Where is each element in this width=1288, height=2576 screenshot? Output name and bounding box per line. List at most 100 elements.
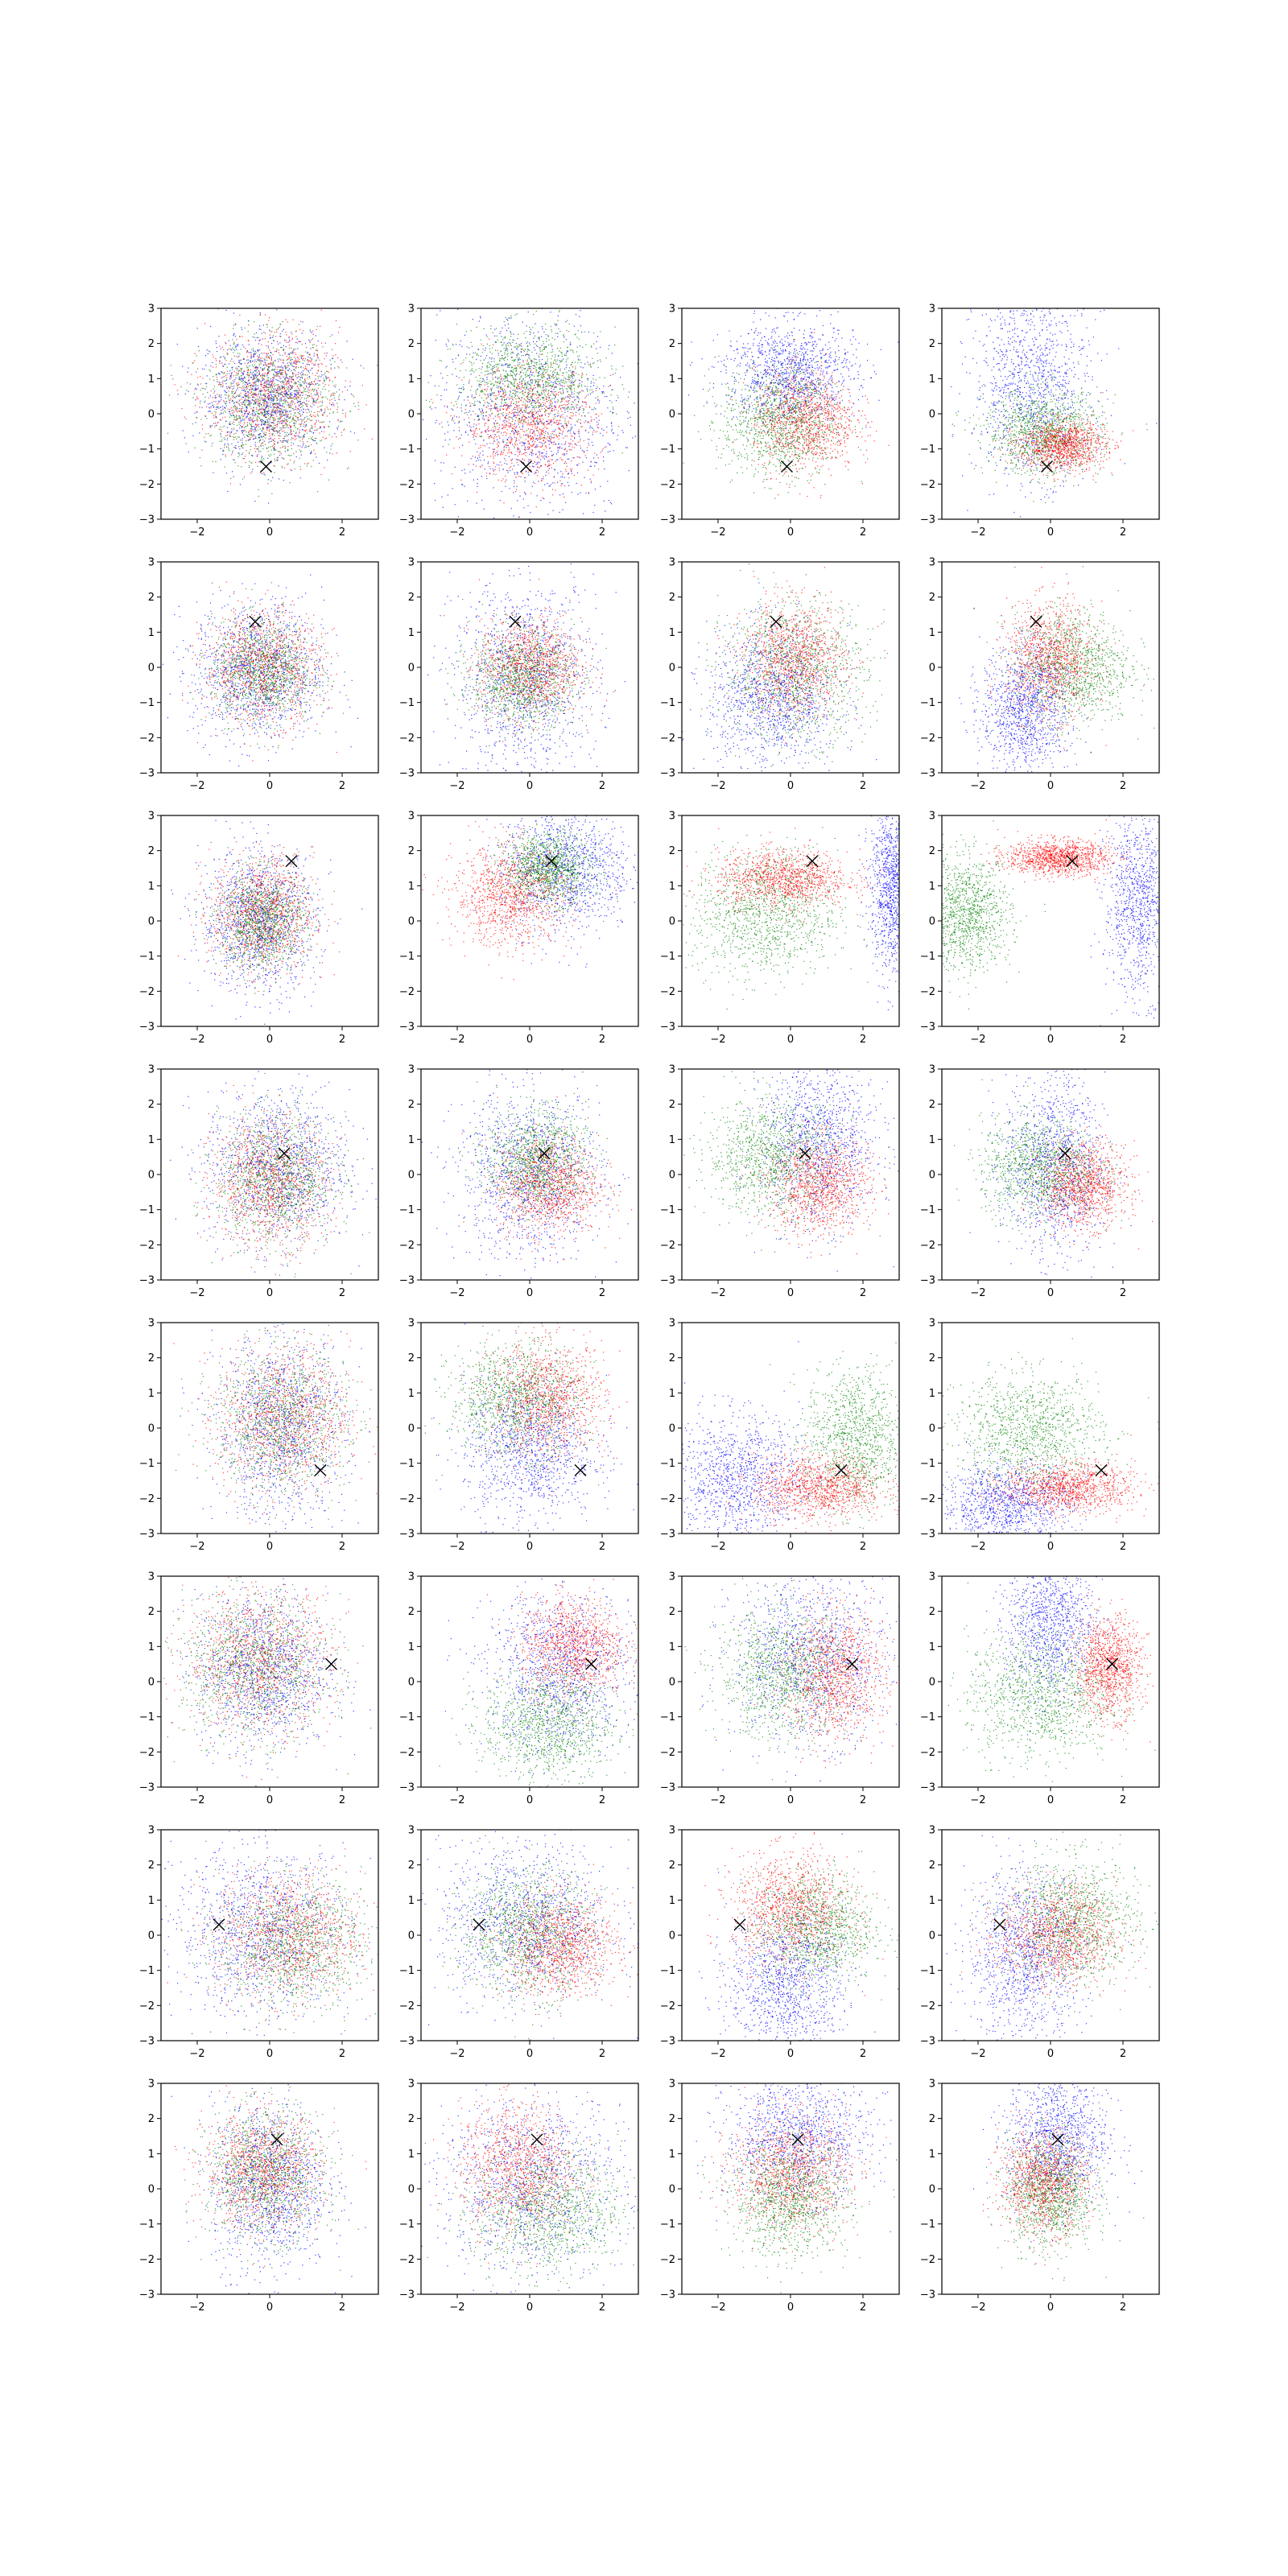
point-green: [234, 350, 235, 351]
point-red: [548, 374, 549, 375]
point-blue: [266, 427, 267, 428]
point-green: [545, 361, 546, 362]
point-blue: [257, 379, 258, 380]
point-green: [334, 393, 335, 394]
point-red: [564, 398, 565, 399]
point-red: [319, 427, 320, 428]
point-blue: [333, 404, 334, 405]
point-green: [532, 327, 533, 328]
point-blue: [306, 400, 307, 401]
point-green: [273, 407, 274, 408]
point-red: [257, 456, 258, 457]
point-blue: [479, 408, 480, 409]
point-blue: [258, 359, 259, 360]
point-blue: [249, 403, 250, 404]
point-red: [291, 334, 292, 335]
point-green: [290, 416, 291, 417]
point-red: [518, 476, 519, 477]
point-red: [562, 454, 563, 455]
point-red: [278, 384, 279, 385]
point-red: [279, 367, 280, 368]
point-green: [273, 444, 274, 445]
point-blue: [316, 373, 317, 374]
point-red: [497, 394, 498, 395]
point-green: [504, 352, 505, 353]
point-blue: [262, 399, 263, 400]
point-blue: [229, 431, 230, 432]
point-green: [223, 412, 224, 413]
point-red: [335, 354, 336, 355]
point-red: [499, 470, 500, 471]
point-blue: [302, 395, 303, 396]
point-green: [288, 394, 289, 395]
point-blue: [239, 408, 240, 409]
point-blue: [279, 433, 280, 434]
point-blue: [278, 403, 279, 404]
point-red: [277, 442, 278, 443]
point-green: [512, 375, 513, 376]
point-blue: [294, 361, 295, 362]
point-red: [556, 435, 557, 436]
point-blue: [255, 414, 256, 415]
point-green: [234, 416, 235, 417]
point-green: [252, 413, 253, 414]
point-green: [312, 389, 313, 390]
point-blue: [204, 441, 205, 442]
point-green: [306, 398, 307, 399]
point-red: [324, 358, 325, 359]
point-blue: [230, 436, 231, 437]
point-green: [246, 365, 247, 366]
point-red: [527, 413, 528, 414]
point-blue: [285, 410, 286, 411]
point-blue: [284, 340, 285, 341]
point-green: [275, 388, 276, 389]
point-blue: [319, 381, 320, 382]
point-red: [245, 411, 246, 412]
point-blue: [297, 399, 298, 400]
point-blue: [538, 411, 539, 412]
point-blue: [268, 345, 269, 346]
point-green: [233, 447, 234, 448]
point-red: [306, 430, 307, 431]
point-blue: [258, 424, 259, 425]
point-blue: [509, 488, 510, 489]
point-blue: [206, 383, 207, 384]
point-green: [239, 424, 240, 425]
point-blue: [253, 411, 254, 412]
point-blue: [457, 309, 458, 310]
point-blue: [525, 452, 526, 453]
point-green: [284, 418, 285, 419]
point-green: [302, 360, 303, 361]
point-blue: [268, 427, 269, 428]
point-red: [283, 387, 284, 388]
point-blue: [617, 435, 618, 436]
point-blue: [583, 410, 584, 411]
point-red: [519, 368, 520, 369]
point-blue: [270, 429, 271, 430]
point-red: [264, 382, 265, 383]
point-red: [251, 391, 252, 392]
point-red: [282, 423, 283, 424]
point-green: [255, 366, 256, 367]
point-red: [229, 400, 230, 401]
point-green: [486, 411, 487, 412]
point-green: [569, 409, 570, 410]
point-blue: [592, 512, 593, 513]
point-green: [300, 395, 301, 396]
point-blue: [239, 396, 240, 397]
point-blue: [216, 401, 217, 402]
point-red: [306, 347, 307, 348]
point-green: [226, 401, 227, 402]
point-blue: [521, 343, 522, 344]
point-green: [504, 348, 505, 349]
point-red: [317, 411, 318, 412]
point-red: [332, 355, 333, 356]
point-blue: [271, 441, 272, 442]
point-blue: [325, 376, 326, 377]
point-red: [487, 429, 488, 430]
point-red: [253, 415, 254, 416]
point-blue: [268, 398, 269, 399]
point-blue: [308, 340, 309, 341]
point-red: [560, 485, 561, 486]
point-red: [235, 433, 236, 434]
